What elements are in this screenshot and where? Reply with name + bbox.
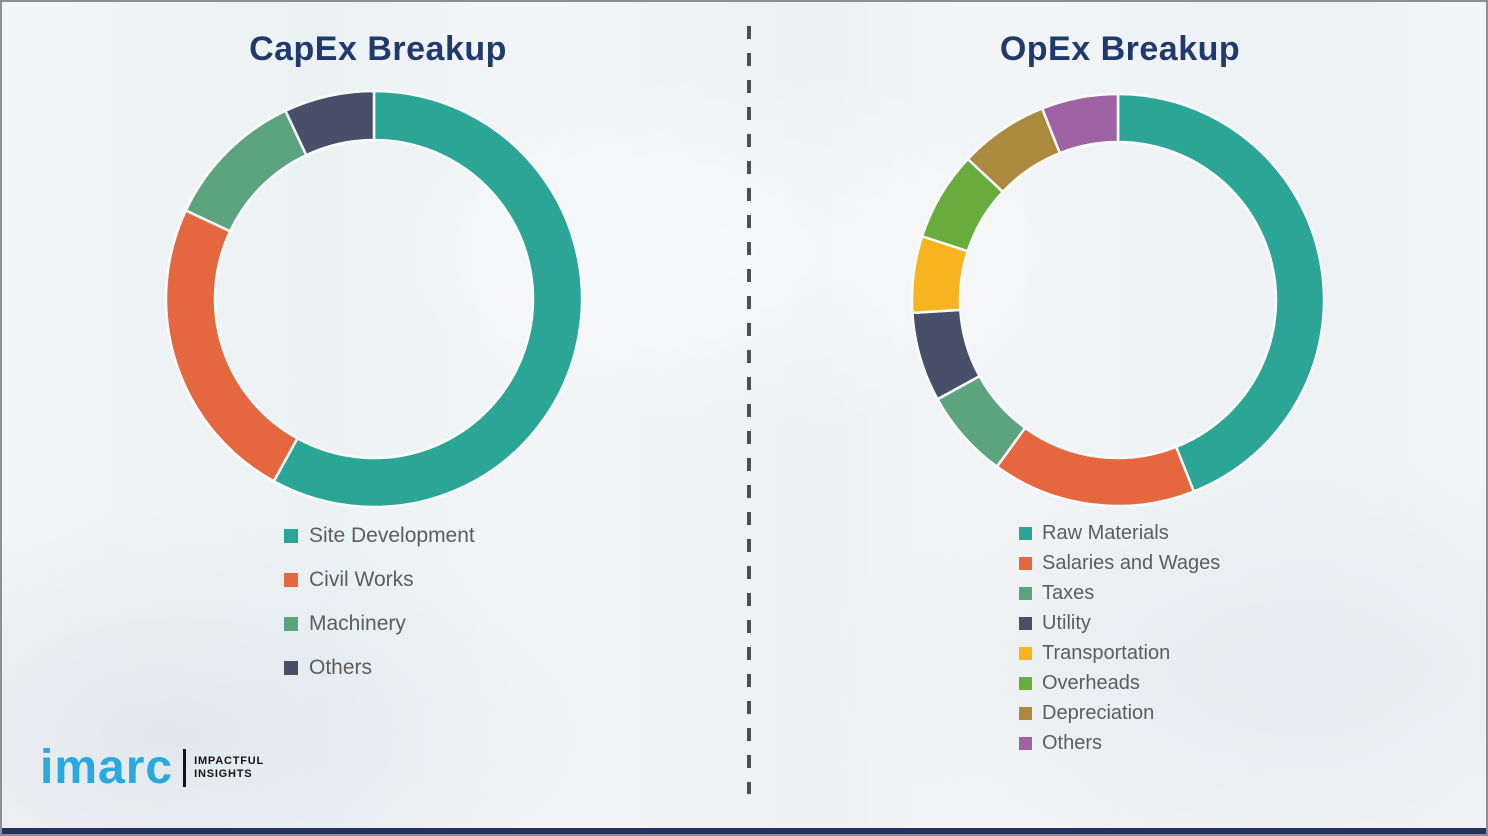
donut-segment: [1040, 92, 1120, 155]
legend-swatch: [1019, 586, 1032, 600]
legend-label: Utility: [1042, 611, 1091, 634]
legend-label: Taxes: [1042, 581, 1095, 604]
bottom-accent-bar: [2, 828, 1486, 834]
legend-item: Others: [1019, 728, 1220, 758]
legend-label: Machinery: [309, 612, 406, 635]
legend-swatch: [284, 661, 298, 675]
legend-item: Others: [284, 646, 475, 690]
imarc-logo-tagline: IMPACTFUL INSIGHTS: [194, 755, 264, 781]
capex-legend: Site Development Civil Works Machinery Othe…: [284, 514, 475, 690]
donut-segment: [164, 209, 299, 483]
donut-segment: [1116, 92, 1326, 493]
legend-item: Civil Works: [284, 558, 475, 602]
opex-legend: Raw Materials Salaries and Wages Taxes Util…: [1019, 518, 1220, 758]
legend-label: Depreciation: [1042, 701, 1155, 724]
legend-swatch: [284, 617, 298, 631]
donut-segment: [284, 89, 376, 157]
legend-swatch: [1019, 556, 1032, 570]
imarc-logo-separator: [183, 749, 187, 787]
legend-label: Site Development: [309, 524, 475, 547]
imarc-logo-wordmark: imarc: [40, 741, 174, 794]
legend-item: Utility: [1019, 608, 1220, 638]
legend-swatch: [1019, 676, 1032, 690]
legend-label: Overheads: [1042, 671, 1140, 694]
legend-swatch: [1019, 646, 1032, 660]
opex-donut-chart: [910, 92, 1326, 508]
legend-swatch: [1019, 526, 1032, 540]
dashed-divider: [747, 26, 751, 794]
legend-label: Raw Materials: [1042, 521, 1169, 544]
legend-item: Depreciation: [1019, 698, 1220, 728]
capex-donut-chart: [164, 89, 584, 509]
legend-label: Transportation: [1042, 641, 1171, 664]
legend-item: Transportation: [1019, 638, 1220, 668]
legend-label: Others: [1042, 731, 1103, 754]
imarc-tagline-line2: INSIGHTS: [194, 768, 253, 780]
legend-label: Salaries and Wages: [1042, 551, 1221, 574]
legend-item: Machinery: [284, 602, 475, 646]
legend-swatch: [1019, 736, 1032, 750]
donut-segment: [995, 426, 1196, 508]
imarc-logo: imarc IMPACTFUL INSIGHTS: [40, 744, 264, 792]
imarc-tagline-line1: IMPACTFUL: [194, 755, 265, 767]
legend-item: Taxes: [1019, 578, 1220, 608]
opex-chart-title: OpEx Breakup: [999, 30, 1241, 68]
legend-label: Others: [309, 656, 373, 679]
capex-chart-title: CapEx Breakup: [249, 30, 507, 68]
legend-swatch: [284, 573, 298, 587]
legend-item: Salaries and Wages: [1019, 548, 1220, 578]
legend-swatch: [1019, 616, 1032, 630]
donut-segment: [184, 109, 308, 233]
legend-item: Overheads: [1019, 668, 1220, 698]
legend-item: Raw Materials: [1019, 518, 1220, 548]
legend-label: Civil Works: [309, 568, 414, 591]
legend-swatch: [284, 529, 298, 543]
legend-swatch: [1019, 706, 1032, 720]
legend-item: Site Development: [284, 514, 475, 558]
donut-segment: [272, 89, 584, 509]
